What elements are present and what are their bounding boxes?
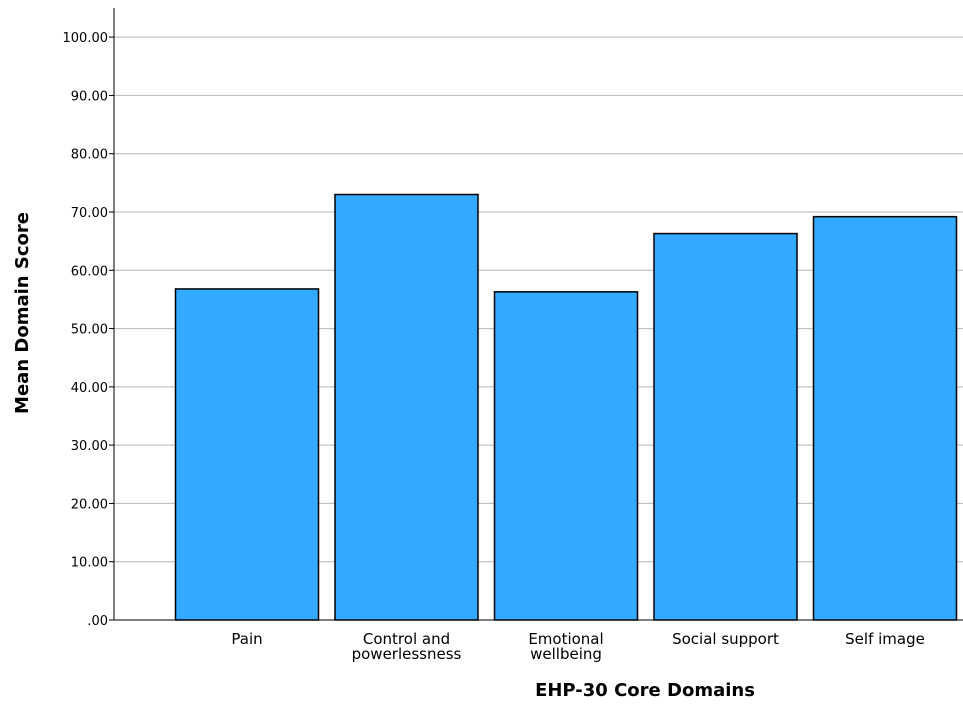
x-category-labels: Pain Control and powerlessness Emotional wel…	[231, 630, 924, 663]
y-axis-title: Mean Domain Score	[12, 212, 33, 414]
x-tick-label: Emotional wellbeing	[528, 630, 603, 663]
y-tick-label: 60.00	[71, 264, 108, 279]
x-tick-label: Self image	[845, 630, 925, 648]
y-tick-label: 10.00	[71, 556, 108, 571]
axes	[109, 8, 963, 621]
x-axis-title: EHP-30 Core Domains	[535, 680, 755, 701]
bars	[174, 193, 958, 621]
bar-social-support	[653, 232, 798, 621]
y-tick-label: 30.00	[71, 439, 108, 454]
bar-self-image	[812, 215, 958, 621]
y-tick-label: 50.00	[71, 323, 108, 338]
y-tick-label: 100.00	[63, 31, 109, 46]
y-tick-label: 90.00	[71, 89, 108, 104]
bar-control-and-powerlessness	[334, 193, 479, 621]
x-tick-label: Social support	[672, 630, 779, 648]
y-tick-label: 40.00	[71, 381, 108, 396]
x-tick-label: Pain	[231, 630, 262, 648]
x-tick-label: Control and powerlessness	[352, 630, 462, 663]
bar-pain	[174, 288, 320, 621]
y-tick-labels: .00 10.00 20.00 30.00 40.00 50.00 60.00 70.00 80…	[63, 31, 109, 629]
y-tick-label: 70.00	[71, 206, 108, 221]
y-tick-label: .00	[87, 614, 108, 629]
y-tick-label: 80.00	[71, 148, 108, 163]
y-tick-label: 20.00	[71, 497, 108, 512]
bar-emotional-wellbeing	[493, 291, 639, 621]
